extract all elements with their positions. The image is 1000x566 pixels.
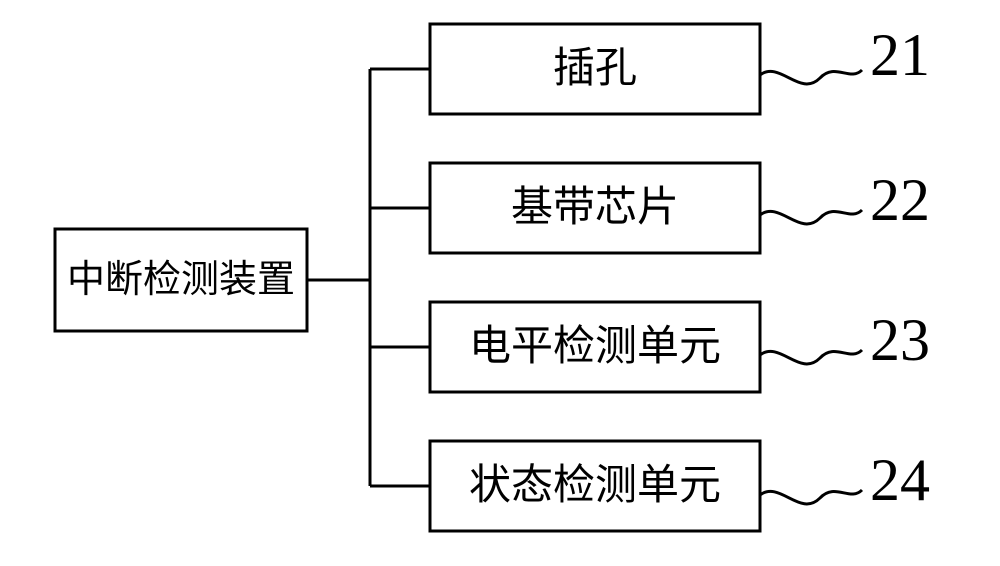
root-label: 中断检测装置 (67, 259, 295, 301)
callout-number-21: 21 (870, 22, 930, 88)
callout-number-24: 24 (870, 447, 930, 513)
callout-squiggle-24 (760, 490, 862, 504)
callout-number-22: 22 (870, 167, 930, 233)
callout-number-23: 23 (870, 307, 930, 373)
child-label-21: 插孔 (553, 46, 637, 92)
callout-squiggle-22 (760, 210, 862, 224)
callout-squiggle-23 (760, 350, 862, 364)
diagram-canvas: 中断检测装置 插孔 21 基带芯片 22 电平检测单元 23 状态检测单元 24 (0, 0, 1000, 566)
child-label-22: 基带芯片 (511, 185, 679, 231)
child-label-23: 电平检测单元 (469, 323, 721, 370)
child-label-24: 状态检测单元 (469, 462, 721, 509)
callout-squiggle-21 (760, 70, 862, 84)
